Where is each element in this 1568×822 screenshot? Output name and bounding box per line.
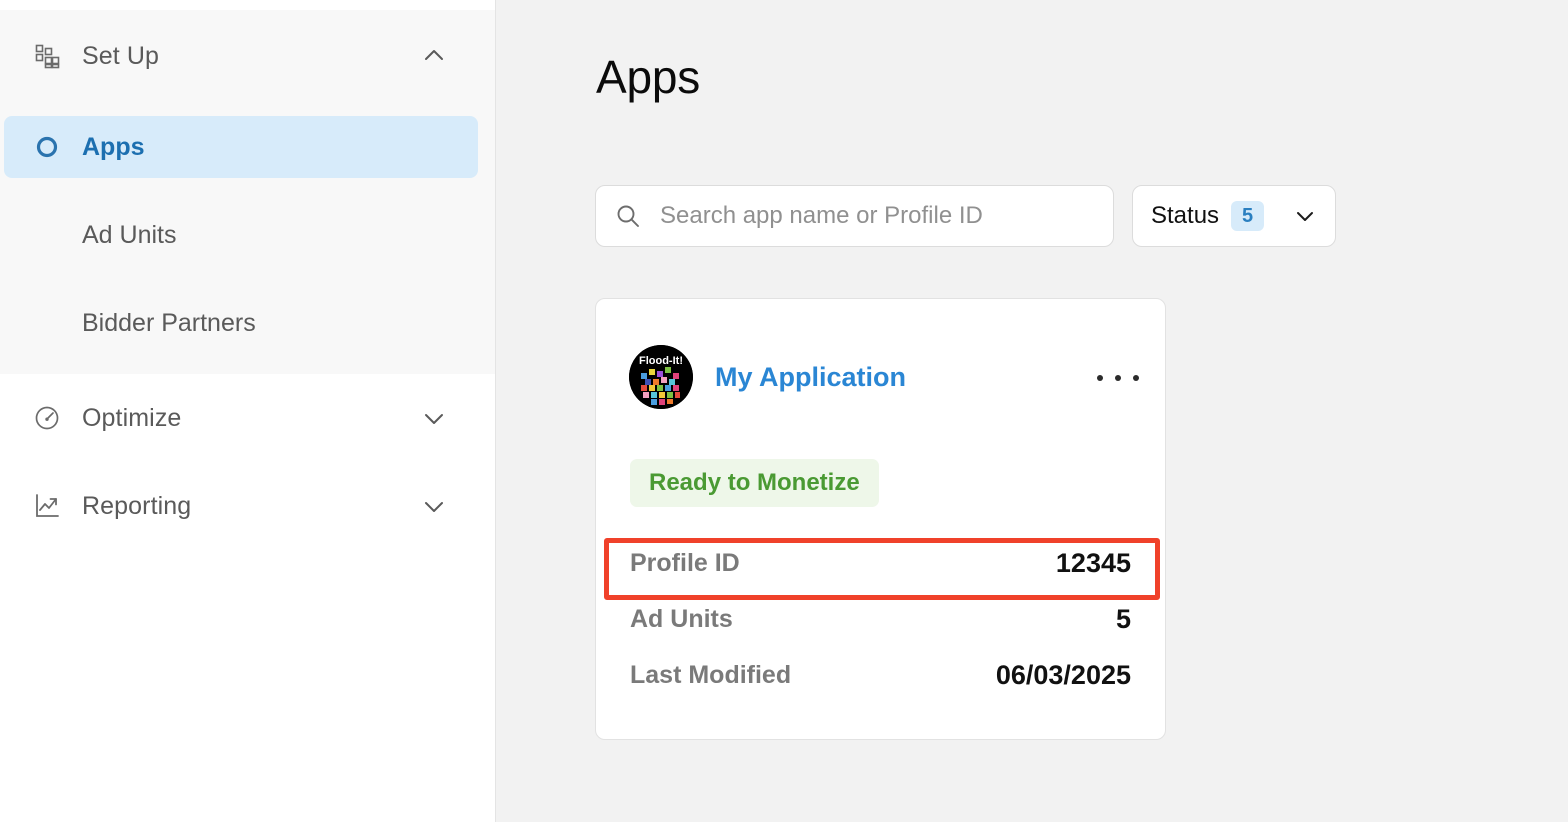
app-avatar-text: Flood-It! [639,355,683,367]
status-filter-count-badge: 5 [1231,201,1265,231]
line-chart-arrow-icon [32,491,62,521]
sidebar-group-optimize[interactable]: Optimize [0,382,495,454]
status-badge: Ready to Monetize [630,459,879,507]
sidebar-item-bidder-partners[interactable]: Bidder Partners [4,292,478,354]
chevron-down-icon[interactable] [1293,204,1317,228]
row-key: Profile ID [630,548,740,577]
chevron-down-icon[interactable] [421,405,447,431]
sidebar-item-label-bidder-partners: Bidder Partners [82,308,256,337]
status-filter-label: Status [1151,202,1220,229]
kebab-dot [1115,375,1121,381]
toolbar: Status 5 [595,185,1336,247]
row-value: 12345 [1055,547,1131,578]
sidebar-group-set-up[interactable]: Set Up [0,20,495,92]
sidebar-item-ad-units[interactable]: Ad Units [4,204,478,266]
app-card-detail-rows: Profile ID 12345 Ad Units 5 Last Modifie… [596,535,1165,703]
search-box[interactable] [595,185,1114,247]
sidebar-item-apps[interactable]: Apps [4,116,478,178]
row-key: Ad Units [630,604,733,633]
status-filter-dropdown[interactable]: Status 5 [1132,185,1336,247]
row-value: 5 [1115,603,1131,634]
table-row-last-modified: Last Modified 06/03/2025 [596,647,1165,703]
main-content: Apps Status 5 [496,0,1568,822]
circle-ring-icon [32,132,62,162]
table-row-ad-units: Ad Units 5 [596,591,1165,647]
sidebar-item-label-ad-units: Ad Units [82,220,177,249]
app-avatar: Flood-It! [629,345,693,409]
blocks-grid-icon [32,41,62,71]
sidebar-group-label: Set Up [82,41,160,70]
app-card-header: Flood-It! My Application [629,345,906,409]
sidebar-group-label: Reporting [82,491,192,520]
chevron-down-icon[interactable] [421,493,447,519]
row-value: 06/03/2025 [995,659,1131,690]
sidebar-group-label: Optimize [82,403,182,432]
row-key: Last Modified [630,660,792,689]
kebab-dot [1133,375,1139,381]
kebab-menu-icon[interactable] [1097,365,1139,391]
sidebar: Set Up Apps Ad Units Bidder Partners [0,0,496,822]
table-row-profile-id: Profile ID 12345 [596,535,1165,591]
sidebar-section-set-up [0,10,495,374]
speedometer-icon [32,403,62,433]
page-title: Apps [596,51,701,103]
kebab-dot [1097,375,1103,381]
app-name-link[interactable]: My Application [715,361,907,392]
chevron-up-icon[interactable] [421,43,447,69]
sidebar-item-label-apps: Apps [82,132,145,161]
app-card: Flood-It! My Application Ready to Moneti… [595,298,1166,740]
search-icon [614,202,642,230]
sidebar-group-reporting[interactable]: Reporting [0,470,495,542]
search-input[interactable] [660,202,1095,230]
